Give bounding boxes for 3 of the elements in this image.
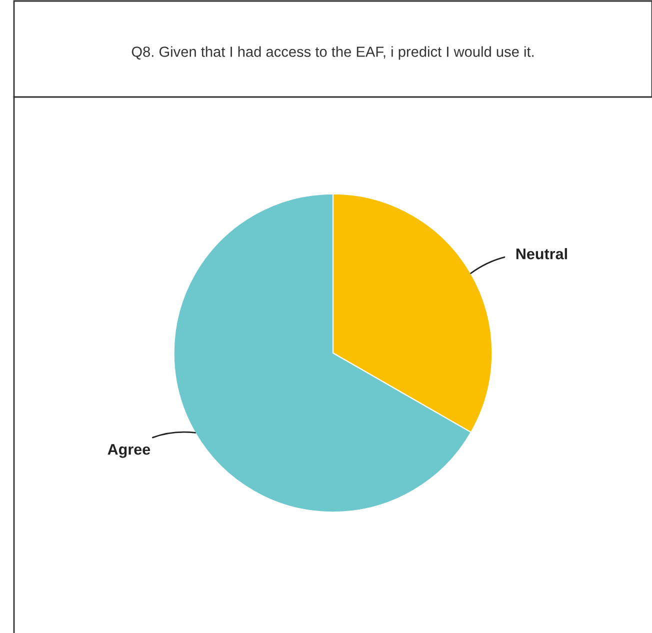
slice-label: Agree	[108, 444, 150, 458]
chart-title: Q8. Given that I had access to the EAF, i predict I would use it.	[132, 46, 534, 60]
slice-label: Neutral	[516, 248, 567, 260]
